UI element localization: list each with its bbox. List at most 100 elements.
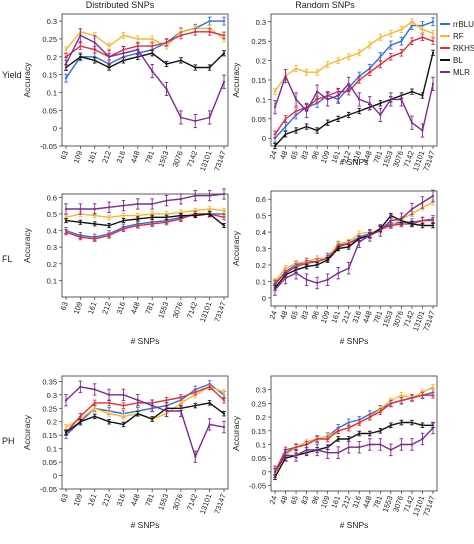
x-tick-label: 161 [329, 150, 342, 165]
y-tick-label: 0.3 [47, 243, 57, 252]
data-point [421, 394, 424, 397]
data-point [122, 204, 125, 207]
x-tick-label: 109 [319, 495, 332, 510]
y-tick-label: 0.25 [251, 37, 266, 46]
series-rkhs [273, 33, 435, 139]
x-tick-label: 83 [299, 150, 310, 161]
x-tick-label: 109 [319, 150, 332, 165]
data-point [358, 78, 361, 82]
data-point [107, 420, 111, 423]
x-tick-label: 73147 [212, 301, 228, 324]
data-point [208, 194, 211, 197]
data-point [431, 224, 435, 227]
series-line-bl [65, 402, 225, 434]
y-tick-label: 0.2 [47, 418, 57, 427]
data-point [222, 80, 226, 83]
data-point [400, 399, 403, 402]
data-point [122, 214, 125, 217]
data-point [93, 407, 96, 410]
data-point [79, 385, 82, 388]
series-mlr [64, 380, 226, 463]
series-mlr [64, 188, 226, 215]
y-tick-label: 0.4 [256, 228, 266, 237]
series-line-bl [274, 214, 433, 289]
data-point [93, 237, 96, 240]
series-line-rkhs [274, 36, 434, 135]
x-tick-label: 63 [59, 493, 70, 504]
data-point [347, 90, 350, 93]
panel-yield-random: 0 0.05 0.1 0.15 0.2 0.25 0.3 Accuracy 24 48 65 83 96… [231, 13, 438, 172]
data-point [107, 206, 111, 209]
panel-fl-random: 0 0.1 0.2 0.3 0.4 0.5 0.6 Accuracy 24 48 65 83 96109… [231, 189, 438, 346]
y-tick-label: 0.3 [256, 18, 266, 27]
y-tick-label: 0.2 [256, 413, 266, 422]
plot-frame [61, 193, 229, 298]
series-line-rkhs [274, 219, 433, 284]
y-tick-label: 0 [262, 134, 266, 143]
data-point [337, 451, 340, 454]
data-point [208, 385, 211, 388]
x-tick-label: 1553 [156, 150, 170, 169]
data-point [358, 421, 361, 424]
y-tick-label: 0.1 [47, 276, 57, 285]
data-point [222, 34, 226, 37]
x-axis-label: # SNPs [131, 520, 160, 530]
data-point [358, 232, 361, 235]
x-tick-label: 316 [350, 310, 363, 325]
x-axis-label: # SNPs [340, 157, 369, 167]
data-point [389, 98, 392, 101]
data-point [107, 216, 111, 219]
data-point [400, 51, 403, 54]
data-point [208, 66, 211, 69]
x-tick-label: 781 [371, 310, 384, 325]
series-bl [64, 211, 226, 229]
data-point [222, 391, 226, 394]
x-tick-label: 96 [310, 495, 321, 506]
data-point [337, 429, 340, 432]
data-point [179, 34, 183, 37]
y-tick-label: 0.05 [251, 454, 266, 463]
data-point [389, 219, 392, 222]
panel-fl-distributed: 0.1 0.2 0.3 0.4 0.5 0.6 Accuracy 63 109 161 212 316… [22, 188, 229, 346]
x-tick-label: 781 [143, 493, 156, 508]
column-title-random: Random SNPs [295, 0, 355, 10]
y-tick-label: 0.25 [42, 35, 57, 44]
data-point [107, 45, 111, 48]
y-tick-label: 0.1 [47, 445, 57, 454]
y-tick-label: 0.3 [47, 391, 57, 400]
data-point [347, 437, 350, 441]
data-point [151, 202, 154, 206]
data-point [400, 443, 403, 446]
series-line-rf [274, 386, 434, 475]
row-label-fl: FL [2, 254, 13, 264]
data-point [431, 194, 435, 198]
y-tick-label: 0.05 [42, 106, 57, 115]
y-tick-label: 0.15 [42, 71, 57, 80]
x-tick-label: 161 [86, 493, 99, 508]
x-tick-label: 48 [278, 150, 289, 161]
data-point [93, 214, 96, 217]
x-tick-label: 3076 [171, 493, 185, 512]
data-point [294, 98, 298, 101]
x-tick-label: 212 [100, 493, 113, 508]
data-point [326, 63, 329, 66]
x-tick-label: 83 [299, 310, 310, 321]
x-tick-label: 73147 [212, 493, 228, 516]
data-point [284, 133, 287, 136]
x-tick-label: 63 [59, 150, 70, 161]
data-point [79, 420, 82, 423]
data-point [316, 281, 319, 285]
x-tick-label: 781 [143, 301, 156, 316]
data-point [305, 265, 308, 268]
data-point [208, 116, 211, 119]
x-tick-label: 48 [278, 310, 289, 321]
data-point [284, 267, 287, 270]
data-point [421, 219, 424, 222]
data-point [305, 109, 308, 113]
data-point [337, 272, 340, 275]
series-line-bl [274, 421, 433, 478]
x-tick-label: 48 [278, 495, 289, 506]
x-tick-label: 316 [115, 301, 128, 316]
y-tick-label: 0.2 [256, 261, 266, 270]
data-point [316, 90, 319, 93]
